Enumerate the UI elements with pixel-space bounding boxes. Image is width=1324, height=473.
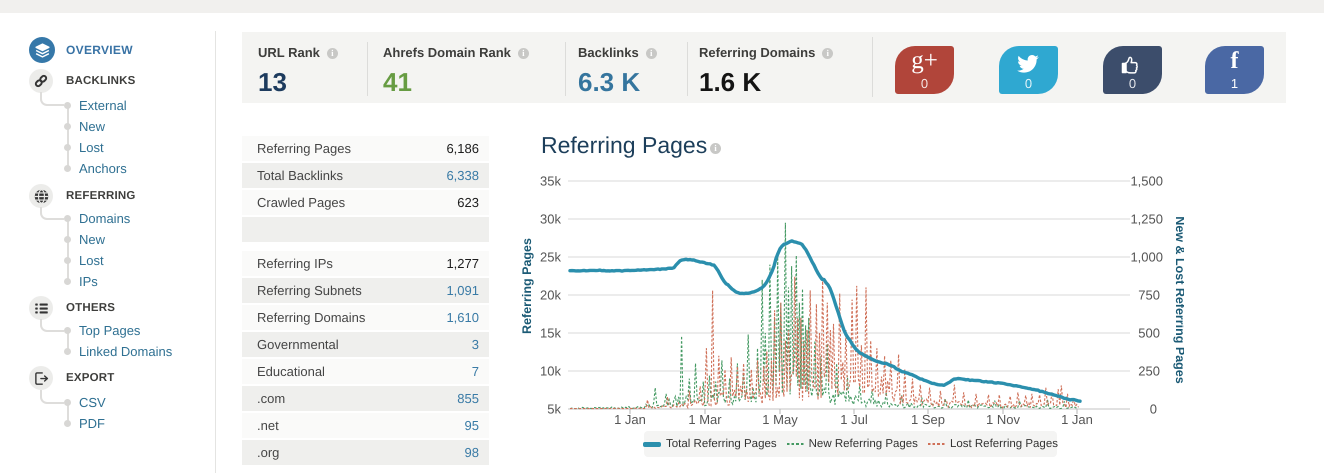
svg-text:35k: 35k	[540, 174, 561, 189]
svg-text:10k: 10k	[540, 364, 561, 379]
svg-text:1,500: 1,500	[1130, 174, 1163, 189]
svg-text:0: 0	[1150, 402, 1157, 417]
svg-text:1 Mar: 1 Mar	[688, 412, 722, 427]
svg-text:25k: 25k	[540, 250, 561, 265]
svg-text:500: 500	[1138, 326, 1160, 341]
svg-text:20k: 20k	[540, 288, 561, 303]
svg-text:New & Lost Referring Pages: New & Lost Referring Pages	[1173, 216, 1184, 383]
svg-text:1 Jul: 1 Jul	[840, 412, 868, 427]
svg-text:Referring Pages: Referring Pages	[520, 238, 534, 334]
svg-text:30k: 30k	[540, 212, 561, 227]
svg-text:1 Nov: 1 Nov	[986, 412, 1020, 427]
svg-text:1,250: 1,250	[1130, 212, 1163, 227]
svg-text:1 Sep: 1 Sep	[911, 412, 945, 427]
svg-text:750: 750	[1138, 288, 1160, 303]
svg-text:1 Jan: 1 Jan	[614, 412, 646, 427]
svg-text:15k: 15k	[540, 326, 561, 341]
svg-text:1,000: 1,000	[1130, 250, 1163, 265]
svg-text:5k: 5k	[547, 402, 561, 417]
svg-text:250: 250	[1138, 364, 1160, 379]
svg-text:1 May: 1 May	[762, 412, 798, 427]
svg-text:1 Jan: 1 Jan	[1061, 412, 1093, 427]
